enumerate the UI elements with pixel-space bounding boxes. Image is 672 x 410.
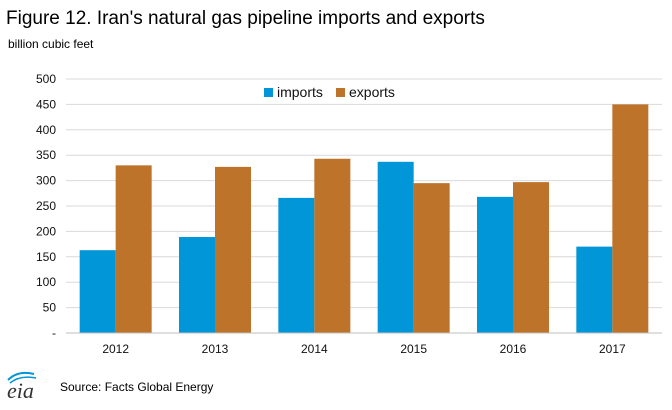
x-tick-label: 2014 xyxy=(301,342,328,356)
chart-title: Figure 12. Iran's natural gas pipeline i… xyxy=(6,8,485,29)
logo-text: eia xyxy=(7,378,34,403)
bar-exports-2017 xyxy=(612,104,649,334)
x-tick-label: 2013 xyxy=(202,342,229,356)
y-tick-label: 150 xyxy=(36,250,56,264)
gridlines xyxy=(66,78,662,309)
bars xyxy=(79,104,649,334)
bar-imports-2017 xyxy=(576,246,613,333)
bar-exports-2012 xyxy=(115,165,152,333)
bar-imports-2012 xyxy=(79,250,116,333)
y-tick-label: 50 xyxy=(43,301,57,315)
bar-imports-2016 xyxy=(477,196,513,333)
unit-label: billion cubic feet xyxy=(8,37,94,51)
bar-exports-2013 xyxy=(215,166,251,333)
y-tick-label: 100 xyxy=(36,275,56,289)
bar-imports-2014 xyxy=(278,197,315,333)
y-axis: - 50 100 150 200 250 300 350 400 450 500 xyxy=(36,72,56,340)
bar-imports-2015 xyxy=(377,161,414,333)
bar-exports-2014 xyxy=(314,158,351,333)
y-tick-label: - xyxy=(52,326,56,340)
bar-exports-2016 xyxy=(513,182,549,333)
legend-swatch-imports xyxy=(264,88,273,97)
legend: imports exports xyxy=(264,84,395,100)
legend-swatch-exports xyxy=(336,88,345,97)
y-tick-label: 500 xyxy=(36,72,56,86)
x-tick-label: 2012 xyxy=(102,342,129,356)
legend-label-imports: imports xyxy=(277,84,323,100)
x-tick-label: 2016 xyxy=(500,342,527,356)
y-tick-label: 400 xyxy=(36,123,56,137)
source-note: Source: Facts Global Energy xyxy=(60,380,214,394)
y-tick-label: 350 xyxy=(36,148,56,162)
bar-exports-2015 xyxy=(413,183,450,333)
eia-logo: eia xyxy=(7,371,37,403)
y-tick-label: 200 xyxy=(36,224,56,238)
legend-label-exports: exports xyxy=(349,84,395,100)
y-tick-label: 250 xyxy=(36,199,56,213)
y-tick-label: 450 xyxy=(36,97,56,111)
x-axis: 2012 2013 2014 2015 2016 2017 xyxy=(66,332,662,356)
y-tick-label: 300 xyxy=(36,174,56,188)
x-tick-label: 2015 xyxy=(400,342,427,356)
x-tick-label: 2017 xyxy=(599,342,626,356)
bar-imports-2013 xyxy=(179,236,215,333)
